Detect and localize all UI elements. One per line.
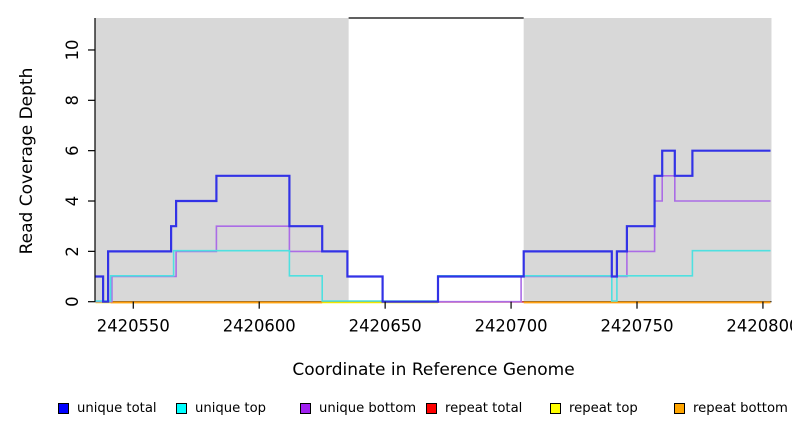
series-line-unique-total	[95, 149, 771, 303]
y-tick-label: 4	[63, 196, 82, 206]
x-tick-label: 2420650	[349, 317, 422, 336]
legend-swatch-icon	[550, 402, 561, 414]
legend-item-unique-total: unique total	[58, 399, 157, 417]
y-tick-label: 10	[63, 40, 82, 61]
legend-swatch-icon	[674, 402, 685, 414]
legend-swatch-icon	[176, 402, 187, 414]
y-tick-label: 6	[63, 145, 82, 155]
legend-label: repeat total	[445, 400, 523, 416]
y-axis-title: Read Coverage Depth	[17, 67, 37, 255]
legend-label: repeat bottom	[693, 400, 788, 416]
legend-swatch-icon	[300, 402, 311, 414]
legend-item-repeat-top: repeat top	[550, 399, 638, 417]
legend-swatch-icon	[58, 402, 69, 414]
legend-label: unique total	[77, 400, 157, 416]
legend-label: repeat top	[569, 400, 638, 416]
x-tick-label: 2420550	[97, 317, 170, 336]
legend-label: unique bottom	[319, 400, 417, 416]
x-axis-title: Coordinate in Reference Genome	[292, 360, 575, 380]
legend-item-repeat-bottom: repeat bottom	[674, 399, 788, 417]
y-tick-label: 0	[63, 296, 82, 306]
x-tick-label: 2420750	[601, 317, 674, 336]
legend-label: unique top	[195, 400, 267, 416]
legend: unique total unique top unique bottom repea…	[0, 399, 792, 419]
y-tick-label: 2	[63, 246, 82, 256]
legend-swatch-icon	[426, 402, 437, 414]
legend-item-repeat-total: repeat total	[426, 399, 522, 417]
coverage-plot: 2420550 2420600 2420650 2420700 2420750 24208…	[63, 17, 792, 336]
y-tick-label: 8	[63, 95, 82, 105]
series-line-unique-top	[95, 249, 771, 302]
shaded-region	[523, 18, 772, 302]
legend-item-unique-bottom: unique bottom	[300, 399, 416, 417]
shaded-region	[95, 18, 349, 302]
legend-item-unique-top: unique top	[176, 399, 266, 417]
x-tick-label: 2420600	[223, 317, 296, 336]
x-tick-label: 2420700	[475, 317, 548, 336]
